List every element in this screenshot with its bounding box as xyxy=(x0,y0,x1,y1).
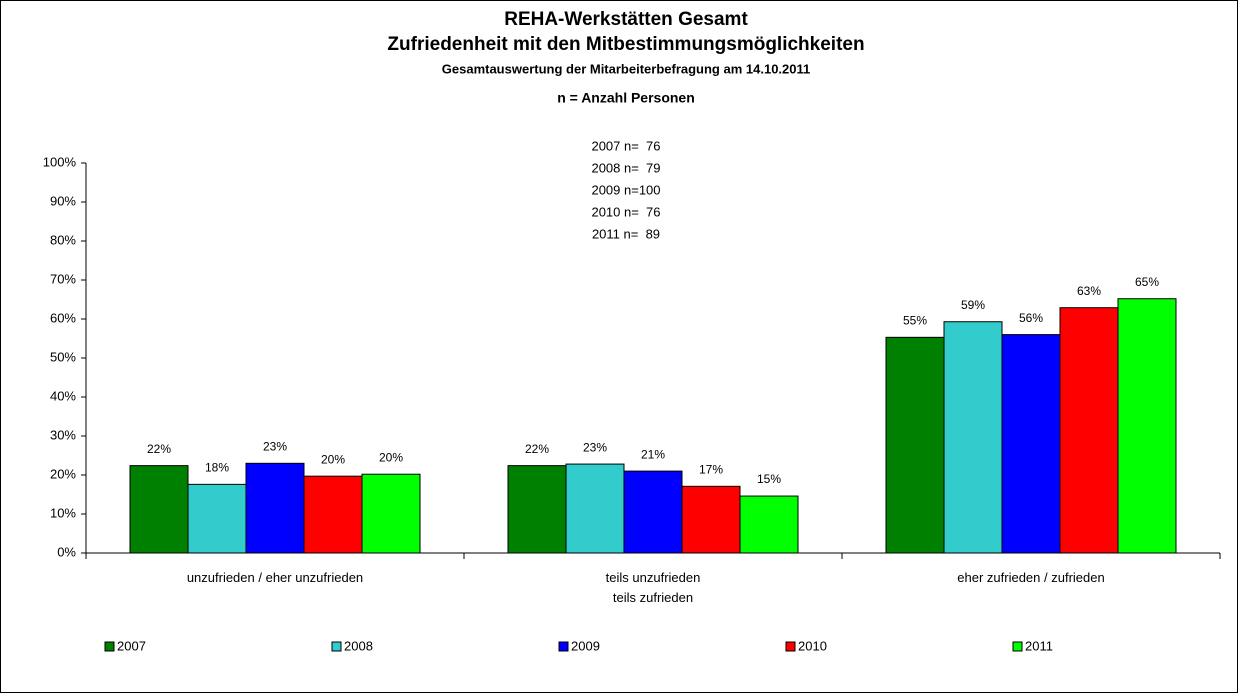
data-label: 21% xyxy=(641,447,665,461)
bar xyxy=(1001,334,1061,554)
data-label: 23% xyxy=(583,440,607,454)
data-label: 17% xyxy=(699,462,723,476)
bar xyxy=(1059,307,1119,554)
legend-label: 2007 xyxy=(117,638,146,653)
legend-label: 2011 xyxy=(1025,638,1053,653)
legend-swatch xyxy=(1012,641,1023,652)
chart-title: Zufriedenheit mit den Mitbestimmungsmögl… xyxy=(387,34,864,55)
data-label: 22% xyxy=(147,442,171,456)
x-tick-label: eher zufrieden / zufrieden xyxy=(957,570,1105,585)
y-tick-label: 10% xyxy=(50,505,76,520)
annotation-line: 2010 n= 76 xyxy=(591,204,660,219)
legend-label: 2008 xyxy=(344,638,373,653)
y-tick-label: 100% xyxy=(43,154,77,169)
bar xyxy=(623,470,683,554)
data-label: 63% xyxy=(1077,284,1101,298)
legend-label: 2010 xyxy=(798,638,827,653)
x-tick-label: unzufrieden / eher unzufrieden xyxy=(186,570,364,585)
bar xyxy=(739,495,799,554)
chart-title: REHA-Werkstätten Gesamt xyxy=(504,9,748,30)
bar xyxy=(885,336,945,554)
annotation-line: 2011 n= 89 xyxy=(592,226,660,241)
annotation-line: 2009 n=100 xyxy=(591,182,660,197)
annotation-line: 2007 n= 76 xyxy=(591,138,660,153)
bar xyxy=(245,462,305,554)
data-label: 55% xyxy=(903,314,927,328)
y-tick-label: 30% xyxy=(50,427,76,442)
y-tick-label: 50% xyxy=(50,349,76,364)
data-label: 65% xyxy=(1135,275,1159,289)
bar xyxy=(1117,298,1177,554)
data-label: 20% xyxy=(379,450,403,464)
x-tick-label: teils unzufrieden teils zufrieden xyxy=(605,570,701,605)
y-tick-label: 90% xyxy=(50,193,76,208)
bar xyxy=(187,483,247,554)
bar xyxy=(565,463,625,554)
bar xyxy=(303,475,363,554)
data-label: 20% xyxy=(321,452,345,466)
data-label: 18% xyxy=(205,461,229,475)
y-tick-label: 70% xyxy=(50,271,76,286)
annotation-title: n = Anzahl Personen xyxy=(557,90,695,106)
bar xyxy=(507,465,567,554)
data-label: 15% xyxy=(757,472,781,486)
bar xyxy=(681,485,741,554)
data-label: 56% xyxy=(1019,311,1043,325)
bar xyxy=(943,321,1003,554)
legend-swatch xyxy=(104,641,115,652)
y-tick-label: 0% xyxy=(57,544,76,559)
annotation-line: 2008 n= 79 xyxy=(591,160,660,175)
bar xyxy=(129,465,189,554)
chart-subtitle: Gesamtauswertung der Mitarbeiterbefragun… xyxy=(442,61,810,76)
bar xyxy=(361,473,421,554)
legend-label: 2009 xyxy=(571,638,600,653)
data-label: 22% xyxy=(525,442,549,456)
y-tick-label: 40% xyxy=(50,388,76,403)
y-tick-label: 60% xyxy=(50,310,76,325)
y-tick-label: 80% xyxy=(50,232,76,247)
legend-swatch xyxy=(331,641,342,652)
data-label: 23% xyxy=(263,439,287,453)
legend-swatch xyxy=(558,641,569,652)
legend-swatch xyxy=(785,641,796,652)
y-tick-label: 20% xyxy=(50,466,76,481)
data-label: 59% xyxy=(961,298,985,312)
